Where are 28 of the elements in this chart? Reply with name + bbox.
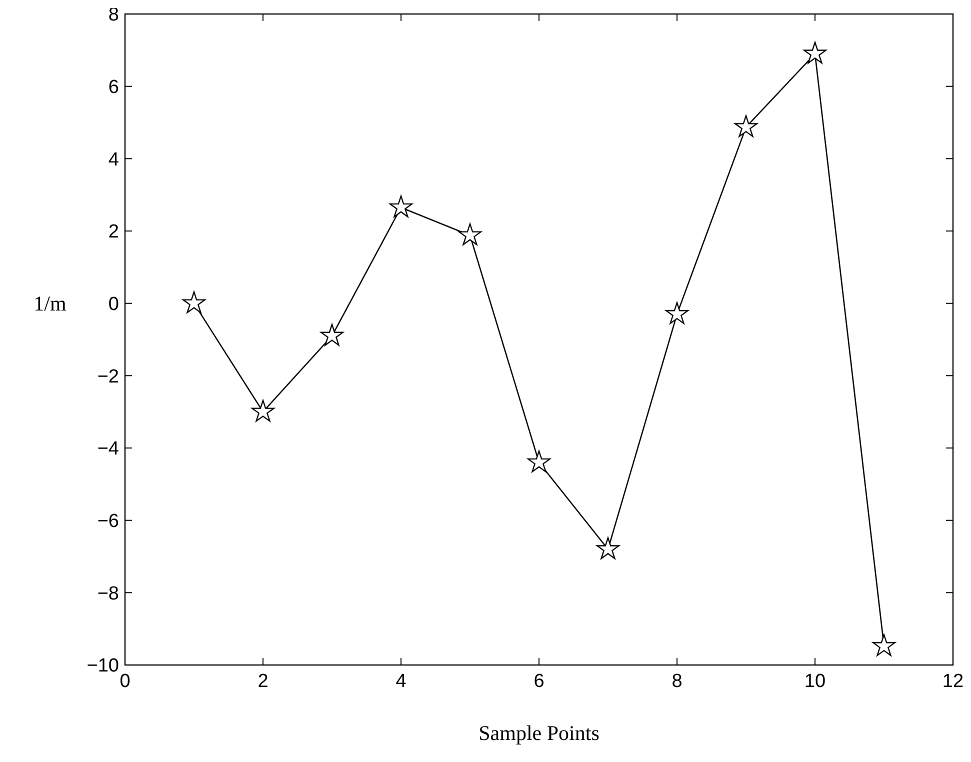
y-tick-label: −2 <box>97 366 119 388</box>
point <box>528 450 550 472</box>
point <box>666 302 688 324</box>
x-tick-label: 12 <box>942 671 964 692</box>
x-tick-label: 4 <box>396 671 407 692</box>
x-tick-label: 10 <box>804 671 826 692</box>
point <box>390 195 412 218</box>
y-tick-label: 6 <box>108 76 119 98</box>
point <box>252 400 274 422</box>
x-tick-label: 6 <box>534 671 544 692</box>
point <box>320 324 344 346</box>
point <box>804 42 826 64</box>
y-tick-label: −8 <box>97 583 119 604</box>
y-tick-label: 4 <box>108 149 120 170</box>
y-tick-label: −10 <box>86 656 119 677</box>
x-tick-label: 2 <box>258 671 268 692</box>
y-axis-title: 1/m <box>34 292 66 316</box>
point <box>734 115 758 138</box>
y-tick-label: 2 <box>108 222 119 243</box>
y-tick-label: −6 <box>97 510 119 532</box>
point <box>872 634 896 656</box>
x-tick-label: 8 <box>672 671 682 692</box>
point <box>596 537 620 560</box>
y-tick-label: −4 <box>97 438 120 460</box>
x-axis-title: Sample Points <box>478 721 600 745</box>
point <box>458 223 482 246</box>
point <box>182 291 206 314</box>
y-tick-label: 0 <box>108 294 119 315</box>
